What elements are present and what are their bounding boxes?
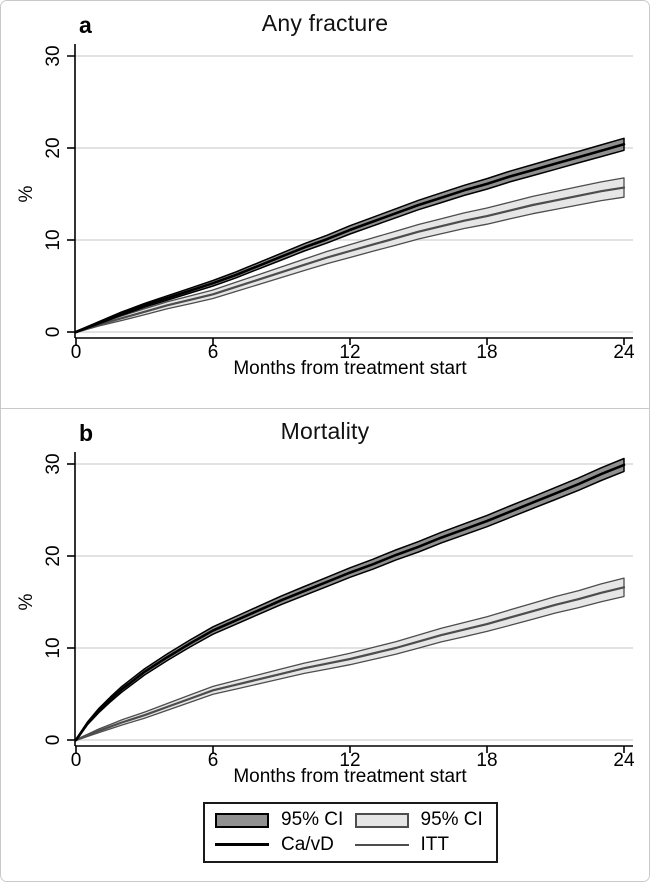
y-tick-label: 0 <box>43 326 64 338</box>
x-tick-label: 0 <box>70 750 82 771</box>
panel-b-label: b <box>79 420 94 446</box>
legend: 95% CI 95% CI Ca/vD ITT <box>203 802 498 863</box>
legend-entry-cavd-ci: 95% CI <box>215 808 347 833</box>
panel-b-y-axis-title: % <box>16 593 37 611</box>
cavd-line <box>74 143 626 334</box>
y-tick-label: 10 <box>43 637 64 659</box>
itt-line <box>74 586 626 742</box>
x-tick-label: 12 <box>339 750 361 771</box>
x-tick-label: 0 <box>70 342 82 363</box>
itt-line <box>74 186 626 334</box>
itt-line-swatch <box>354 843 409 846</box>
legend-entry-itt-line: ITT <box>354 833 487 858</box>
legend-label: 95% CI <box>281 809 344 831</box>
panel-a-x-axis-title: Months from treatment start <box>233 358 467 379</box>
x-tick-label: 6 <box>207 342 219 363</box>
x-tick-label: 6 <box>207 750 219 771</box>
panel-b-title: Mortality <box>280 418 370 444</box>
panel-a-y-axis-title: % <box>16 185 37 203</box>
y-tick-label: 0 <box>43 734 64 746</box>
y-tick-label: 20 <box>43 545 64 567</box>
cavd-ci-swatch <box>215 812 269 828</box>
x-tick-label: 12 <box>339 342 361 363</box>
legend-label: 95% CI <box>420 809 483 831</box>
panel-a-label: a <box>79 12 92 38</box>
panel-a: Any fracture a % Months from treatment s… <box>1 1 649 409</box>
cavd-line-swatch <box>215 843 269 847</box>
cavd-line <box>74 463 626 742</box>
y-tick-label: 30 <box>43 45 64 67</box>
panel-b-x-axis-title: Months from treatment start <box>233 766 467 787</box>
y-tick-label: 10 <box>43 229 64 251</box>
legend-entry-cavd-line: Ca/vD <box>215 833 347 858</box>
y-tick-label: 30 <box>43 453 64 475</box>
legend-label: Ca/vD <box>281 833 334 855</box>
legend-label: ITT <box>420 833 450 855</box>
y-tick-label: 20 <box>43 137 64 159</box>
panel-b-plot <box>67 452 633 753</box>
x-tick-label: 18 <box>476 342 498 363</box>
x-tick-label: 24 <box>613 750 635 771</box>
panel-a-title: Any fracture <box>261 10 389 36</box>
cavd-ci-band <box>75 457 625 742</box>
x-tick-label: 18 <box>476 750 498 771</box>
itt-ci-band <box>75 177 625 334</box>
panel-b: Mortality b % Months from treatment star… <box>1 409 649 881</box>
legend-entry-itt-ci: 95% CI <box>354 808 487 833</box>
panel-a-plot <box>67 44 633 345</box>
itt-ci-swatch <box>354 812 409 828</box>
x-tick-label: 24 <box>613 342 635 363</box>
